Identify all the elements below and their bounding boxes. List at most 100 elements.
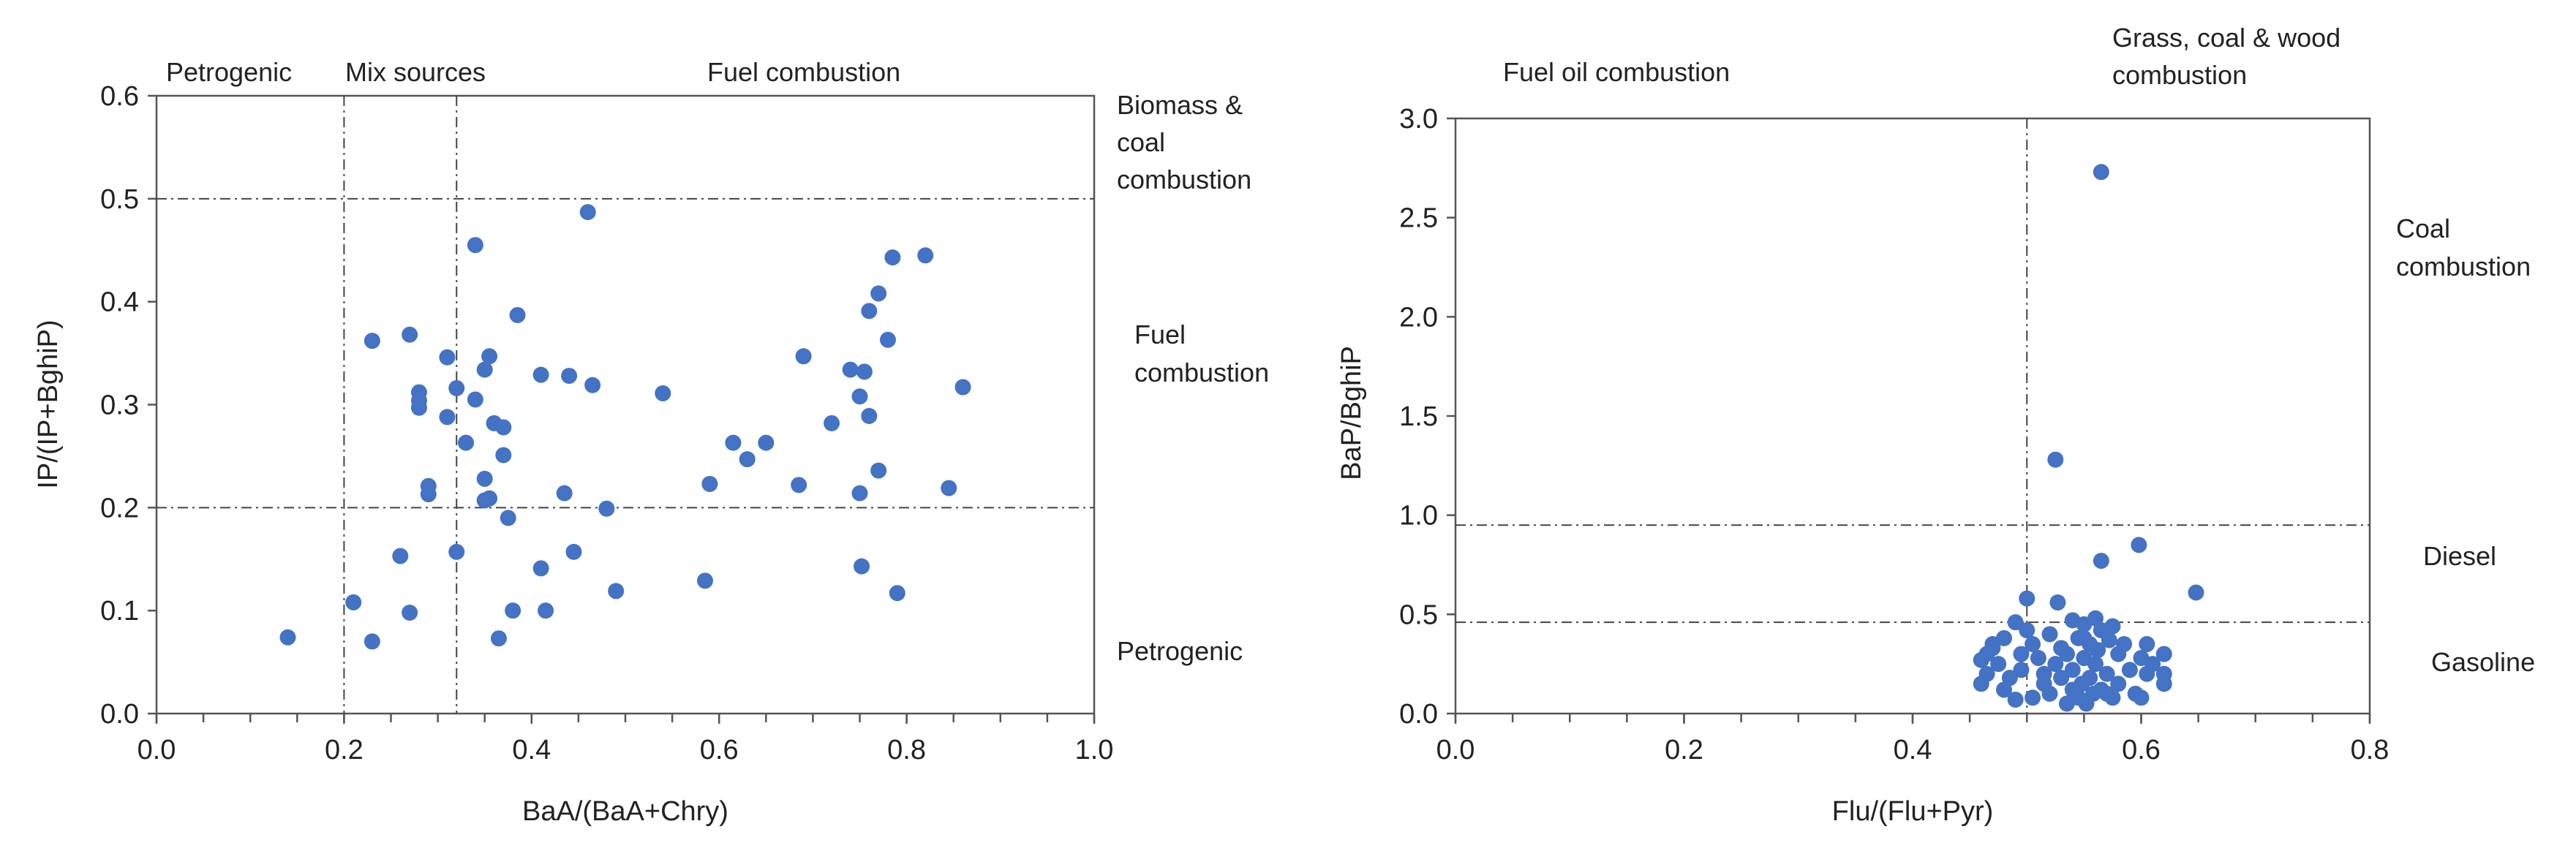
chart1-data-point (795, 348, 812, 365)
chart1-data-point (410, 399, 427, 416)
chart1-data-point (532, 560, 549, 577)
chart-ip-vs-baa: 0.0 0.2 0.4 0.6 0.8 1.00.00.10.20.30.40.50.6 … (33, 57, 1269, 827)
chart1-data-point (854, 558, 870, 575)
chart2-data-point (2087, 610, 2104, 627)
chart1-x-tick-label: 0.0 (138, 735, 176, 765)
chart1-x-axis-title: BaA/(BaA+Chry) (522, 796, 728, 827)
chart2-data-point (2058, 646, 2075, 662)
chart2-data-point (1984, 640, 2001, 657)
chart1-data-point (420, 486, 437, 503)
chart2-data-point (2001, 670, 2018, 687)
chart1-label-biomass-line1: Biomass & (1117, 90, 1243, 120)
chart1-data-point (584, 377, 601, 393)
chart2-data-point (2188, 584, 2204, 601)
chart1-data-point (842, 361, 859, 378)
chart2-data-point (2019, 590, 2035, 607)
chart2-data-point (2155, 646, 2172, 662)
chart2-data-point (2093, 164, 2109, 181)
chart2-label-gasoline: Gasoline (2431, 647, 2535, 677)
chart1-y-tick-label: 0.4 (100, 287, 139, 318)
chart2-data-point (2013, 662, 2030, 678)
chart1-x-tick-label: 0.2 (325, 735, 364, 765)
chart1-data-point (402, 604, 418, 621)
chart1-data-point (889, 585, 905, 602)
chart1-data-point (824, 415, 840, 431)
chart1-y-tick-label: 0.1 (100, 596, 139, 627)
chart2-y-tick-label: 3.0 (1399, 104, 1438, 135)
chart2-data-point (1990, 656, 2007, 673)
chart1-data-point (392, 548, 409, 564)
chart2-x-tick-label: 0.0 (1436, 735, 1475, 765)
chart2-data-point (2110, 676, 2127, 692)
chart1-data-point (532, 366, 549, 383)
chart2-reference-lines (1455, 118, 2370, 714)
chart2-x-tick-label: 0.2 (1665, 735, 1703, 765)
chart1-data-point (509, 306, 526, 323)
chart2-data-point (2064, 662, 2081, 678)
chart1-label-fuel-combustion-right: Fuel combustion (1134, 319, 1269, 387)
chart2-data-point (2155, 665, 2172, 682)
chart2-label-coal-line2: combustion (2396, 251, 2531, 281)
chart1-data-point (490, 630, 507, 647)
chart2-y-tick-label: 1.5 (1399, 401, 1438, 432)
chart2-data-point (2030, 650, 2046, 667)
chart1-data-point (448, 543, 465, 560)
chart1-y-tick-label: 0.0 (100, 699, 139, 730)
chart1-data-point (884, 249, 901, 266)
chart1-data-point (505, 602, 521, 619)
chart1-y-tick-label: 0.6 (100, 81, 139, 112)
chart1-data-point (458, 434, 475, 451)
chart2-data-point (2025, 636, 2041, 653)
chart1-data-points (279, 204, 971, 650)
chart1-label-biomass-line3: combustion (1117, 164, 1251, 194)
chart2-data-point (2090, 642, 2106, 659)
chart1-y-axis-title: IP/(IP+BghiP) (33, 319, 64, 488)
chart2-data-point (2104, 618, 2121, 635)
chart1-x-tick-label: 0.6 (700, 735, 739, 765)
chart1-label-fuel-line1: Fuel (1134, 319, 1186, 349)
chart1-data-point (758, 434, 775, 451)
chart1-label-biomass-coal: Biomass & coal combustion (1117, 90, 1251, 194)
chart2-label-grass-line1: Grass, coal & wood (2112, 23, 2340, 53)
chart1-ticks: 0.0 0.2 0.4 0.6 0.8 1.0 0.0 0.1 0.2 0.3 0.4 0.5 0.6 (100, 81, 1113, 765)
chart1-data-point (791, 477, 807, 493)
chart2-data-point (2098, 665, 2115, 682)
chart2-data-point (2121, 662, 2138, 678)
chart2-data-point (2019, 622, 2035, 639)
chart1-data-point (739, 451, 756, 468)
chart2-data-point (2025, 689, 2041, 706)
chart1-data-point (861, 303, 878, 319)
chart1-data-point (856, 363, 873, 380)
chart1-data-point (495, 419, 512, 436)
chart2-y-axis-title: BaP/BghiP (1336, 346, 1367, 480)
chart2-data-point (2053, 670, 2070, 687)
chart2-data-point (2007, 692, 2024, 708)
chart1-data-point (439, 349, 456, 366)
chart2-y-tick-label: 0.0 (1399, 699, 1438, 730)
chart1-data-point (439, 409, 456, 426)
chart1-data-point (467, 391, 483, 408)
chart1-label-petrogenic-right: Petrogenic (1117, 636, 1243, 666)
chart1-data-point (655, 385, 671, 402)
chart2-label-coal-combustion: Coal combustion (2396, 213, 2531, 281)
chart2-label-grass-coal-wood: Grass, coal & wood combustion (2112, 23, 2348, 90)
chart1-data-point (608, 583, 625, 600)
chart2-data-point (2047, 656, 2064, 673)
chart1-reference-lines (157, 96, 1094, 714)
chart2-x-tick-label: 0.4 (1894, 735, 1932, 765)
chart2-data-point (2082, 670, 2098, 687)
chart2-plot-frame (1454, 117, 2371, 715)
chart1-data-point (538, 602, 554, 619)
chart2-data-point (2116, 636, 2133, 653)
chart2-label-grass-line2: combustion (2112, 60, 2247, 90)
chart2-data-point (2047, 451, 2064, 468)
chart1-data-point (870, 285, 887, 302)
chart1-data-point (364, 633, 380, 650)
chart1-data-point (579, 204, 596, 221)
chart1-data-point (476, 470, 493, 487)
chart2-label-coal-line1: Coal (2396, 213, 2450, 243)
chart1-data-point (725, 434, 742, 451)
chart1-x-tick-label: 0.8 (887, 735, 926, 765)
chart2-data-point (2041, 685, 2058, 702)
